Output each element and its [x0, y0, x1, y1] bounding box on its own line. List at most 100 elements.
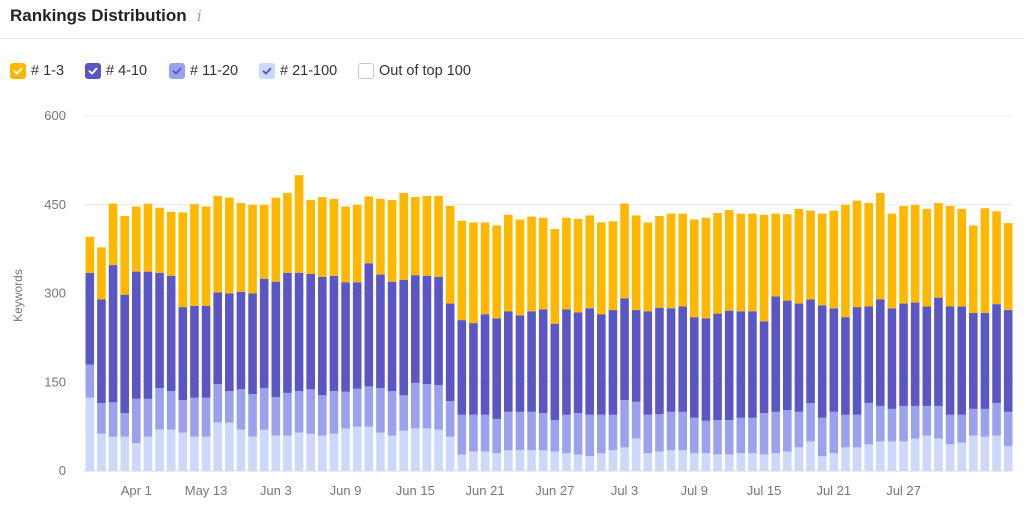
bar-segment [364, 196, 374, 264]
bar-segment [178, 212, 188, 308]
x-tick-label: Jun 9 [330, 483, 362, 498]
bar-segment [771, 213, 780, 297]
bar-segment [841, 317, 850, 415]
legend-checkbox-1-3[interactable] [10, 63, 26, 79]
bar-segment [899, 303, 908, 406]
x-tick-label: Jun 27 [535, 483, 574, 498]
bar-segment [213, 384, 222, 423]
bar-segment [248, 394, 257, 437]
bar-segment [608, 414, 618, 451]
bar-segment [910, 302, 920, 406]
bar-segment [992, 211, 1001, 305]
legend-label-1-3: # 1-3 [31, 63, 65, 79]
bar-segment [597, 222, 606, 315]
bar-segment [992, 402, 1001, 436]
legend-label-out-of-top-100: Out of top 100 [379, 63, 471, 79]
bar-segment [980, 313, 990, 409]
legend-item-11-20[interactable]: # 11-20 [169, 61, 238, 81]
bar-segment [236, 389, 246, 430]
bar-segment [318, 197, 327, 277]
bar-segment [922, 435, 932, 471]
bar-segment [666, 450, 676, 471]
bar-segment [132, 271, 141, 399]
bar-segment [132, 206, 141, 272]
bar-segment [492, 453, 501, 471]
bar-segment [631, 438, 641, 471]
bar-segment [271, 197, 281, 282]
bar-segment [852, 414, 862, 448]
legend-label-11-20: # 11-20 [190, 63, 239, 79]
bar-segment [957, 306, 966, 415]
bar-segment [655, 414, 664, 452]
bar-segment [666, 308, 676, 412]
legend-checkbox-11-20[interactable] [169, 63, 185, 79]
bar-segment [143, 436, 153, 471]
bar-segment [643, 222, 653, 312]
bar-segment [213, 292, 222, 385]
bar-segment [399, 430, 408, 471]
bar-segment [876, 192, 885, 300]
bar-segment [1003, 223, 1013, 311]
bar-segment [597, 453, 606, 471]
bar-segment [294, 272, 304, 392]
bar-segment [794, 208, 804, 304]
bar-segment [283, 435, 292, 471]
bar-segment [841, 447, 850, 471]
bar-segment [748, 213, 757, 312]
bar-segment [794, 303, 804, 412]
bar-segment [550, 229, 560, 324]
bar-segment [271, 397, 281, 436]
bar-segment [132, 398, 141, 444]
bar-segment [422, 275, 432, 385]
bar-segment [329, 275, 339, 392]
bar-segment [201, 305, 211, 398]
legend-checkbox-21-100[interactable] [259, 63, 275, 79]
bar-segment [143, 398, 153, 437]
bar-segment [166, 429, 176, 471]
bar-segment [364, 263, 374, 387]
bar-segment [759, 321, 769, 414]
legend-item-out-of-top-100[interactable]: Out of top 100 [358, 61, 471, 81]
bar-segment [887, 408, 897, 442]
bar-segment [550, 420, 560, 452]
bar-segment [201, 206, 211, 306]
bar-segment [259, 204, 269, 279]
bar-segment [562, 309, 571, 415]
bar-segment [736, 417, 746, 454]
bar-segment [294, 432, 304, 471]
legend-checkbox-4-10[interactable] [85, 63, 101, 79]
bar-segment [201, 436, 211, 471]
bar-segment [806, 210, 815, 300]
bar-segment [538, 450, 548, 471]
legend-item-4-10[interactable]: # 4-10 [85, 61, 147, 81]
bar-segment [655, 307, 664, 415]
bar-segment [969, 408, 978, 436]
bar-segment [864, 202, 873, 307]
bar-segment [108, 203, 118, 266]
bar-segment [934, 405, 943, 439]
bar-segment [1003, 446, 1013, 471]
bar-segment [608, 450, 618, 471]
bar-segment [434, 276, 443, 386]
bar-segment [143, 271, 153, 399]
bar-segment [876, 299, 885, 406]
bar-segment [387, 435, 397, 471]
bar-segment [283, 392, 292, 436]
legend-item-1-3[interactable]: # 1-3 [10, 61, 64, 81]
bar-segment [701, 217, 711, 319]
bar-segment [655, 451, 664, 471]
info-icon[interactable]: i [197, 7, 202, 25]
legend-checkbox-out-of-top-100[interactable] [358, 63, 374, 79]
bar-segment [376, 198, 385, 275]
bar-segment [829, 453, 839, 471]
bar-segment [445, 401, 455, 437]
bar-segment [562, 217, 571, 310]
legend-item-21-100[interactable]: # 21-100 [259, 61, 337, 81]
bar-segment [399, 192, 408, 280]
bar-segment [643, 414, 653, 454]
bar-segment [655, 215, 664, 308]
bar-segment [876, 441, 885, 471]
bar-segment [155, 429, 164, 471]
bar-segment [678, 306, 687, 412]
bar-segment [934, 297, 943, 406]
